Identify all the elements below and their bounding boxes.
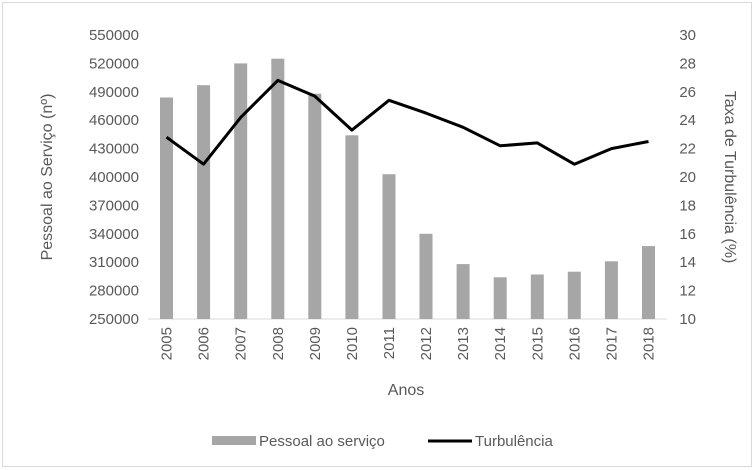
x-axis-title: Anos — [388, 382, 424, 399]
x-tick-label: 2012 — [418, 327, 435, 360]
y-left-tick-label: 550000 — [89, 27, 139, 44]
legend: Pessoal ao serviço Turbulência — [212, 433, 553, 450]
x-tick-label: 2007 — [233, 327, 250, 360]
y-axis-right-ticks: 10 12 14 16 18 20 22 24 26 28 30 — [679, 27, 696, 328]
y-left-tick-label: 310000 — [89, 254, 139, 271]
y-left-tick-label: 460000 — [89, 112, 139, 129]
bar-2005 — [160, 97, 173, 319]
plot-area — [148, 58, 667, 320]
y-right-tick-label: 24 — [679, 112, 696, 129]
bar-2010 — [345, 135, 359, 319]
x-tick-label: 2008 — [270, 327, 287, 360]
x-tick-label: 2013 — [455, 327, 472, 360]
x-tick-label: 2009 — [307, 327, 324, 360]
y-left-tick-label: 400000 — [89, 169, 139, 186]
x-tick-label: 2011 — [381, 327, 398, 359]
bar-2006 — [197, 85, 211, 319]
y-left-tick-label: 490000 — [89, 84, 139, 101]
y-right-tick-label: 16 — [679, 226, 696, 243]
bar-2011 — [382, 174, 396, 319]
x-tick-label: 2014 — [492, 327, 509, 360]
y-left-tick-label: 280000 — [89, 283, 139, 300]
x-tick-label: 2017 — [603, 327, 620, 360]
y-left-tick-label: 520000 — [89, 55, 139, 72]
x-axis-ticks: 2005 2006 2007 2008 2009 2010 2011 2012 2013 2014… — [159, 327, 658, 360]
y-axis-right-title: Taxa de Turbulência (%) — [721, 91, 738, 264]
turbulencia-line — [165, 78, 649, 166]
y-right-tick-label: 12 — [679, 283, 696, 300]
x-tick-label: 2016 — [566, 327, 583, 360]
bar-2008 — [271, 58, 285, 319]
bar-2013 — [456, 264, 470, 319]
y-axis-left-title: Pessoal ao Serviço (nº) — [39, 94, 56, 261]
y-right-tick-label: 20 — [679, 169, 696, 186]
bar-2018 — [642, 246, 655, 319]
bar-2014 — [493, 277, 507, 319]
legend-bar-label: Pessoal ao serviço — [259, 433, 385, 450]
bar-2017 — [604, 261, 618, 319]
bar-2016 — [567, 271, 581, 319]
y-right-tick-label: 14 — [679, 254, 696, 271]
x-tick-label: 2015 — [529, 327, 546, 360]
y-left-tick-label: 430000 — [89, 141, 139, 158]
y-right-tick-label: 18 — [679, 197, 696, 214]
y-right-tick-label: 30 — [679, 27, 696, 44]
y-left-tick-label: 370000 — [89, 197, 139, 214]
x-tick-label: 2006 — [196, 327, 213, 360]
y-left-tick-label: 250000 — [89, 311, 139, 328]
bars-group — [160, 58, 655, 320]
bar-2015 — [530, 274, 544, 319]
x-tick-label: 2018 — [641, 327, 658, 360]
legend-line-label: Turbulência — [475, 433, 553, 450]
x-tick-label: 2005 — [159, 327, 176, 360]
bar-2007 — [234, 63, 248, 320]
x-tick-label: 2010 — [344, 327, 361, 360]
y-right-tick-label: 28 — [679, 55, 696, 72]
y-left-tick-label: 340000 — [89, 226, 139, 243]
bar-2012 — [419, 233, 433, 319]
y-right-tick-label: 26 — [679, 84, 696, 101]
bar-2009 — [308, 93, 322, 319]
y-right-tick-label: 10 — [679, 311, 696, 328]
y-right-tick-label: 22 — [679, 141, 696, 158]
legend-bar-swatch — [212, 436, 256, 445]
y-axis-left-ticks: 250000 280000 310000 340000 370000 400000 4300… — [89, 27, 139, 328]
